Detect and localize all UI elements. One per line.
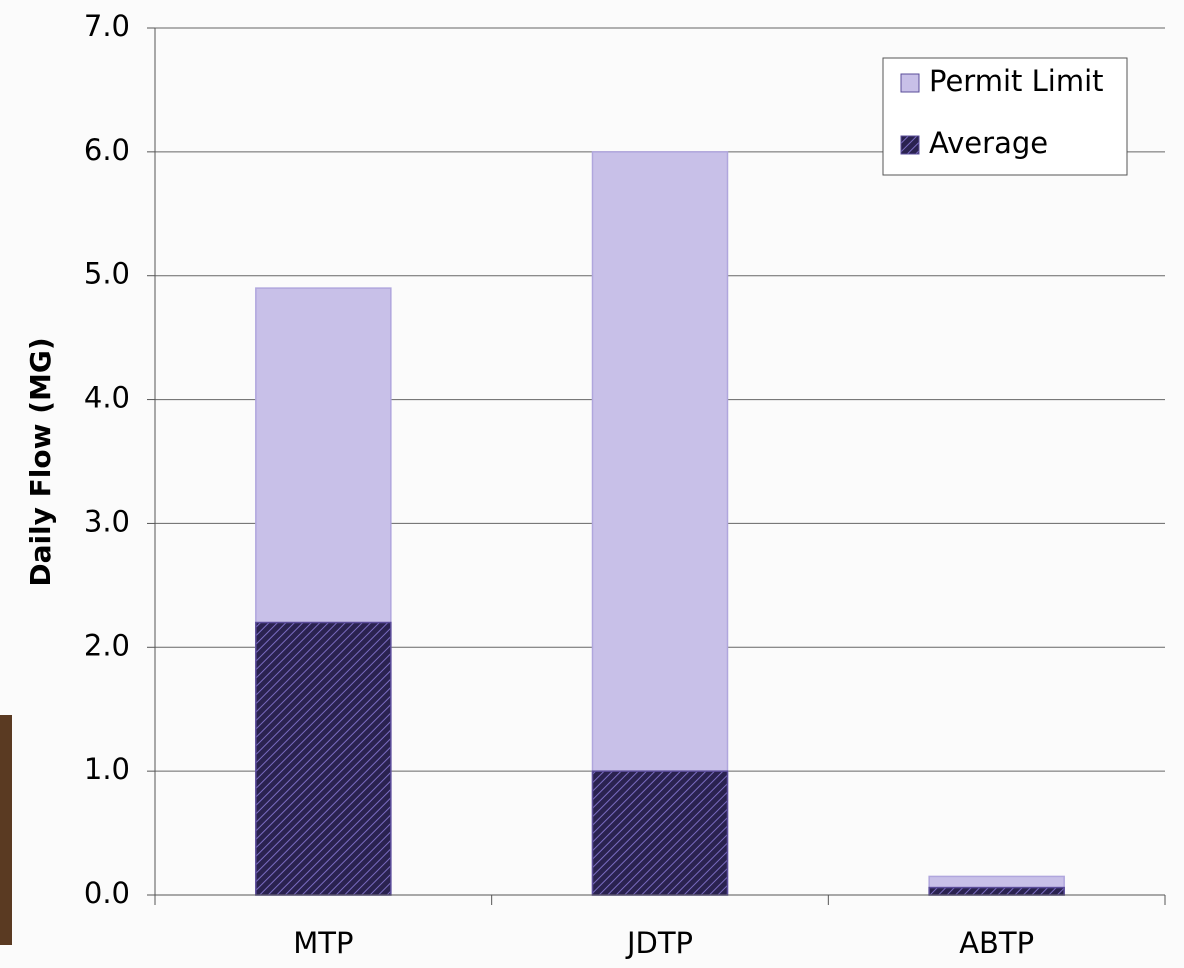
y-tick-label: 6.0 [84, 133, 130, 167]
bar [593, 771, 728, 895]
y-tick-label: 4.0 [84, 381, 130, 415]
y-tick-label: 5.0 [84, 257, 130, 291]
bar [256, 623, 391, 895]
legend-swatch [901, 74, 919, 92]
y-tick-label: 0.0 [84, 876, 130, 910]
bar [929, 888, 1064, 895]
x-tick-label: JDTP [625, 926, 693, 960]
legend-label: Average [929, 126, 1048, 160]
y-tick-label: 7.0 [84, 9, 130, 43]
legend-swatch [901, 136, 919, 154]
legend-label: Permit Limit [929, 64, 1104, 98]
y-axis-title: Daily Flow (MG) [24, 337, 57, 586]
page: Daily Flow (MG) 0.0 1.0 2.0 3.0 4.0 5.0 6.0 7.0… [0, 0, 1184, 968]
photo-edge [0, 715, 12, 945]
x-tick-label: MTP [293, 926, 353, 960]
y-tick-label: 1.0 [84, 752, 130, 786]
y-tick-label: 2.0 [84, 628, 130, 662]
y-tick-label: 3.0 [84, 504, 130, 538]
x-tick-label: ABTP [959, 926, 1034, 960]
chart: Daily Flow (MG) 0.0 1.0 2.0 3.0 4.0 5.0 6.0 7.0… [0, 0, 1184, 968]
